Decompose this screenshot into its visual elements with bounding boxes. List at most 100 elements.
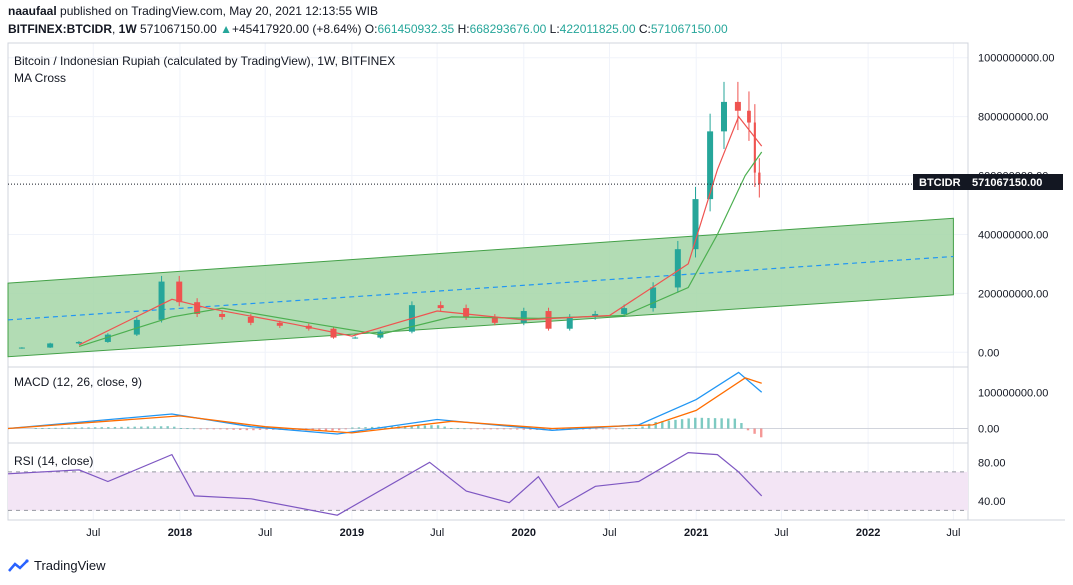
macd-histogram-bar xyxy=(370,426,374,429)
macd-histogram-bar xyxy=(621,428,624,430)
macd-histogram-bar xyxy=(707,417,710,429)
signal-line xyxy=(7,377,762,434)
macd-histogram-bar xyxy=(720,418,723,429)
macd-histogram-bar xyxy=(311,428,314,431)
macd-histogram-bar xyxy=(529,428,532,430)
candle-body xyxy=(75,341,82,344)
time-axis-tick-label: Jul xyxy=(602,527,616,539)
high-label: H: xyxy=(457,22,470,36)
symbol-label: BITFINEX:BTCIDR xyxy=(8,22,112,36)
macd-histogram-bar xyxy=(674,419,677,429)
price-tag-symbol: BTCIDR xyxy=(919,177,961,189)
macd-histogram-bar xyxy=(647,423,651,429)
price-tag-box xyxy=(913,174,1063,190)
macd-histogram-bar xyxy=(694,417,697,429)
ma-cross-label[interactable]: MA Cross xyxy=(14,71,66,85)
candle-body xyxy=(330,328,337,338)
macd-histogram-bar xyxy=(60,427,64,429)
time-axis-tick-label: 2018 xyxy=(168,527,192,539)
macd-histogram-bar xyxy=(159,426,163,429)
macd-histogram-bar xyxy=(727,418,730,429)
macd-histogram-bar xyxy=(423,425,427,429)
interval-label: 1W xyxy=(118,22,137,36)
rsi-axis-tick-label: 80.00 xyxy=(978,457,1006,469)
macd-histogram-bar xyxy=(199,428,202,430)
macd-histogram-bar xyxy=(410,425,413,429)
candle-body xyxy=(692,199,699,250)
candle-body xyxy=(734,101,741,111)
macd-histogram-bar xyxy=(760,428,763,438)
candle-body xyxy=(758,172,761,185)
macd-histogram-bar xyxy=(87,427,90,429)
time-axis-tick-label: Jul xyxy=(258,527,272,539)
macd-histogram-bar xyxy=(687,418,690,429)
macd-histogram-bar xyxy=(232,428,235,430)
macd-histogram-bar xyxy=(179,428,183,429)
time-axis-tick-label: 2020 xyxy=(512,527,536,539)
time-axis-tick-label: 2021 xyxy=(684,527,708,539)
macd-pane-title[interactable]: MACD (12, 26, close, 9) xyxy=(14,375,142,389)
macd-histogram-bar xyxy=(614,428,618,430)
macd-histogram-bar xyxy=(443,426,446,429)
macd-histogram-bar xyxy=(351,427,354,429)
price-tag-value: 571067150.00 xyxy=(972,177,1042,189)
price-axis-tick-label: 200000000.00 xyxy=(978,288,1048,300)
candle-body xyxy=(747,110,751,123)
macd-histogram-bar xyxy=(252,428,255,431)
candle-body xyxy=(104,334,111,342)
macd-histogram-bar xyxy=(80,427,84,429)
macd-histogram-bar xyxy=(661,421,664,429)
macd-histogram-bar xyxy=(548,428,552,431)
candle-body xyxy=(463,308,470,317)
macd-histogram-bar xyxy=(417,425,420,429)
candle-body xyxy=(720,101,727,132)
close-label: C: xyxy=(638,22,651,36)
candle-body xyxy=(437,305,444,309)
time-axis-tick-label: 2019 xyxy=(340,527,364,539)
macd-histogram-bar xyxy=(140,426,143,429)
macd-histogram-bar xyxy=(324,428,328,431)
macd-histogram-bar xyxy=(47,427,51,429)
macd-histogram-bar xyxy=(34,428,37,429)
candle-body xyxy=(707,131,714,200)
macd-histogram-bar xyxy=(54,427,57,429)
rsi-pane-title[interactable]: RSI (14, close) xyxy=(14,454,93,468)
candle-body xyxy=(176,281,183,303)
footer-brand[interactable]: TradingView xyxy=(8,558,106,573)
macd-histogram-bar xyxy=(113,426,117,429)
macd-histogram-bar xyxy=(74,427,77,429)
macd-histogram-bar xyxy=(667,420,671,429)
macd-histogram-bar xyxy=(206,428,209,430)
author-name[interactable]: naaufaal xyxy=(8,4,57,18)
main-pane-title: Bitcoin / Indonesian Rupiah (calculated … xyxy=(14,54,395,68)
macd-histogram-bar xyxy=(489,428,493,430)
candle-body xyxy=(592,313,599,317)
macd-histogram-bar xyxy=(120,426,123,429)
rsi-band xyxy=(8,471,968,511)
low-label: L: xyxy=(549,22,560,36)
macd-histogram-bar xyxy=(601,428,605,430)
macd-histogram-bar xyxy=(357,427,361,429)
macd-histogram-bar xyxy=(476,428,479,430)
low-value: 422011825.00 xyxy=(559,22,636,36)
macd-histogram-bar xyxy=(456,428,460,430)
candle-body xyxy=(158,281,165,320)
macd-histogram-bar xyxy=(41,428,44,429)
candle-body xyxy=(247,316,254,323)
high-value: 668293676.00 xyxy=(469,22,547,36)
time-axis-tick-label: Jul xyxy=(430,527,444,539)
time-axis-tick-label: Jul xyxy=(946,527,960,539)
macd-histogram-bar xyxy=(746,428,750,431)
candle-body xyxy=(47,343,54,348)
macd-histogram-bar xyxy=(654,421,657,429)
price-axis-tick-label: 1000000000.00 xyxy=(978,53,1054,65)
rsi-axis-tick-label: 40.00 xyxy=(978,496,1006,508)
macd-histogram-bar xyxy=(100,427,103,429)
macd-histogram-bar xyxy=(126,426,130,429)
macd-histogram-bar xyxy=(265,428,268,430)
change-label: +45417920.00 (+8.64%) xyxy=(232,22,362,36)
price-series xyxy=(8,81,968,349)
macd-histogram-bar xyxy=(146,426,150,429)
price-axis-tick-label: 0.00 xyxy=(978,347,999,359)
